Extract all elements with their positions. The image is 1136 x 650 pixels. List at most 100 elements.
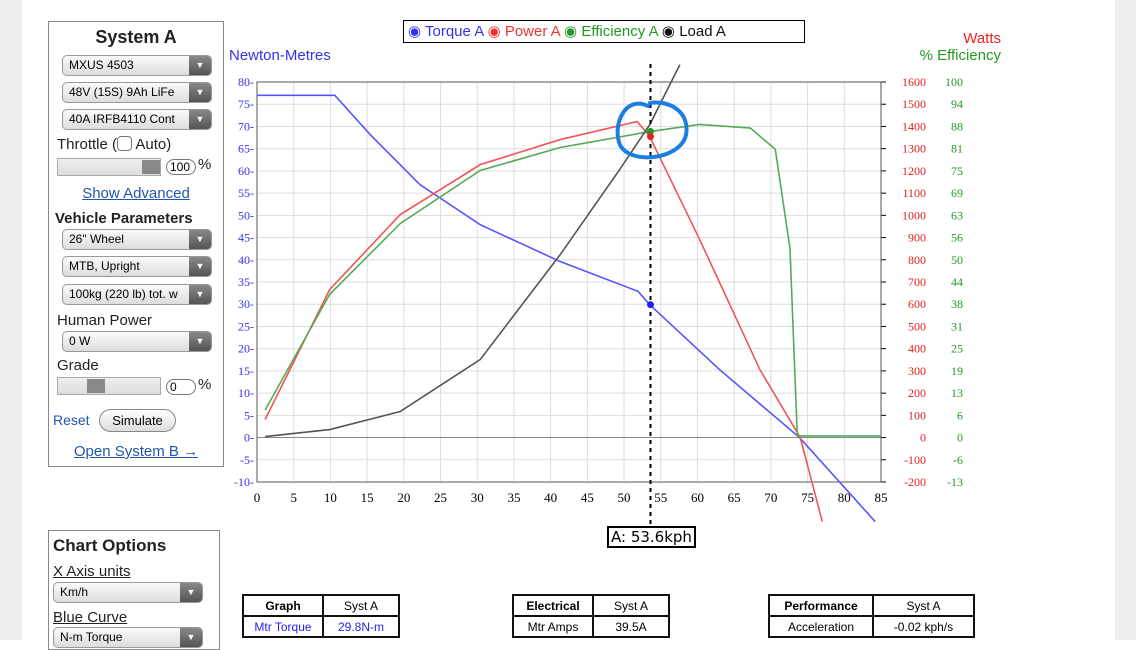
- simulate-button[interactable]: Simulate: [99, 409, 176, 432]
- eff-tick-label: 6: [957, 408, 963, 422]
- eff-tick-label: -13: [947, 475, 963, 489]
- motor-select[interactable]: MXUS 4503 ▼: [62, 55, 212, 76]
- watts-tick-label: 1200: [902, 164, 926, 178]
- weight-select[interactable]: 100kg (220 lb) tot. w ▼: [62, 284, 212, 305]
- watts-tick-label: 500: [908, 319, 926, 333]
- table-header: Syst A: [322, 594, 400, 617]
- chevron-down-icon: ▼: [189, 230, 211, 249]
- eff-tick-label: 94: [951, 97, 963, 111]
- human-power-value: 0 W: [69, 334, 91, 348]
- eff-tick-label: 100: [945, 75, 963, 89]
- table-header: Syst A: [592, 594, 670, 617]
- eff-tick-label: 50: [951, 253, 963, 267]
- blue-curve-select[interactable]: N-m Torque ▼: [53, 627, 203, 648]
- controller-select[interactable]: 40A IRFB4110 Cont ▼: [62, 109, 212, 130]
- x-tick-label: 40: [544, 490, 557, 505]
- throttle-text: Throttle (: [57, 136, 118, 153]
- eff-tick-label: 44: [951, 275, 963, 289]
- legend-power-label: Power A: [504, 23, 560, 40]
- grade-slider[interactable]: [57, 377, 161, 395]
- wheel-select[interactable]: 26" Wheel ▼: [62, 229, 212, 250]
- grade-input[interactable]: 0: [166, 379, 196, 395]
- left-tick-label: 60-: [238, 164, 254, 178]
- series-line-power: [264, 120, 824, 522]
- watts-tick-label: 400: [908, 342, 926, 356]
- chevron-down-icon: ▼: [180, 583, 202, 602]
- throttle-slider[interactable]: [57, 158, 161, 176]
- show-advanced-link[interactable]: Show Advanced: [82, 185, 190, 202]
- legend-torque[interactable]: ◉ Torque A: [408, 23, 484, 40]
- auto-label: Auto): [135, 136, 172, 153]
- efficiency-axis-title: % Efficiency: [919, 47, 1001, 64]
- reset-link[interactable]: Reset: [53, 412, 90, 428]
- x-tick-label: 55: [654, 490, 667, 505]
- eff-tick-label: 88: [951, 119, 963, 133]
- x-axis-units-label: X Axis units: [53, 563, 131, 580]
- eff-tick-label: 0: [957, 431, 963, 445]
- x-tick-label: 25: [434, 490, 447, 505]
- cursor-speed-label: A: 53.6kph: [607, 526, 696, 548]
- open-system-b-link[interactable]: Open System B →: [73, 443, 199, 460]
- chevron-down-icon: ▼: [189, 83, 211, 102]
- left-tick-label: 65-: [238, 142, 254, 156]
- legend-load-label: Load A: [679, 23, 726, 40]
- table-cell: 29.8N-m: [322, 615, 400, 638]
- series-line-torque: [257, 94, 876, 523]
- legend-efficiency[interactable]: ◉ Efficiency A: [564, 23, 658, 40]
- wheel-value: 26" Wheel: [69, 232, 124, 246]
- legend-power[interactable]: ◉ Power A: [487, 23, 560, 40]
- watts-tick-label: 700: [908, 275, 926, 289]
- table-header: Graph: [242, 594, 324, 617]
- eff-tick-label: 31: [951, 319, 963, 333]
- cursor-point-power: [646, 133, 654, 141]
- watts-tick-label: 800: [908, 253, 926, 267]
- eff-tick-label: 13: [951, 386, 963, 400]
- cursor-point-efficiency: [646, 128, 654, 136]
- throttle-label: Throttle ( Auto): [57, 136, 171, 153]
- weight-value: 100kg (220 lb) tot. w: [69, 287, 178, 301]
- graph-table: Graph Syst A Mtr Torque 29.8N-m: [242, 594, 400, 638]
- chevron-down-icon: ▼: [180, 628, 202, 647]
- table-header: Performance: [768, 594, 874, 617]
- performance-table: Performance Syst A Acceleration -0.02 kph/…: [768, 594, 975, 638]
- x-axis-units-value: Km/h: [60, 585, 89, 599]
- left-tick-label: 30-: [238, 297, 254, 311]
- left-tick-label: 10-: [238, 386, 254, 400]
- watts-tick-label: 1100: [902, 186, 926, 200]
- watts-tick-label: 0: [920, 431, 926, 445]
- left-tick-label: 20-: [238, 342, 254, 356]
- watts-tick-label: 1300: [902, 142, 926, 156]
- x-tick-label: 70: [764, 490, 777, 505]
- table-cell: Mtr Amps: [512, 615, 594, 638]
- left-axis-title: Newton-Metres: [229, 47, 331, 64]
- x-tick-label: 35: [507, 490, 520, 505]
- x-axis-units-select[interactable]: Km/h ▼: [53, 582, 203, 603]
- human-power-select[interactable]: 0 W ▼: [62, 331, 212, 352]
- auto-checkbox[interactable]: [117, 136, 133, 151]
- watts-tick-label: 200: [908, 386, 926, 400]
- page-margin-left: [0, 0, 22, 640]
- vehicle-params-title: Vehicle Parameters: [55, 210, 193, 227]
- left-tick-label: 80-: [238, 75, 254, 89]
- bike-value: MTB, Upright: [69, 259, 140, 273]
- chart-options-panel: Chart Options X Axis units Km/h ▼ Blue Cu…: [48, 530, 220, 650]
- x-tick-label: 10: [324, 490, 337, 505]
- legend-load[interactable]: ◉ Load A: [661, 23, 726, 40]
- left-tick-label: 55-: [238, 186, 254, 200]
- throttle-input[interactable]: 100: [166, 159, 196, 175]
- system-a-title: System A: [95, 27, 177, 47]
- table-cell: 39.5A: [592, 615, 670, 638]
- eff-tick-label: 19: [951, 364, 963, 378]
- bike-select[interactable]: MTB, Upright ▼: [62, 256, 212, 277]
- slider-thumb[interactable]: [87, 379, 105, 393]
- watts-tick-label: 300: [908, 364, 926, 378]
- watts-tick-label: 1000: [902, 208, 926, 222]
- plot-frame: [256, 81, 882, 483]
- left-tick-label: 15-: [238, 364, 254, 378]
- x-tick-label: 20: [397, 490, 410, 505]
- slider-thumb[interactable]: [142, 160, 160, 174]
- table-cell: -0.02 kph/s: [872, 615, 975, 638]
- battery-select[interactable]: 48V (15S) 9Ah LiFe ▼: [62, 82, 212, 103]
- eff-tick-label: 56: [951, 231, 963, 245]
